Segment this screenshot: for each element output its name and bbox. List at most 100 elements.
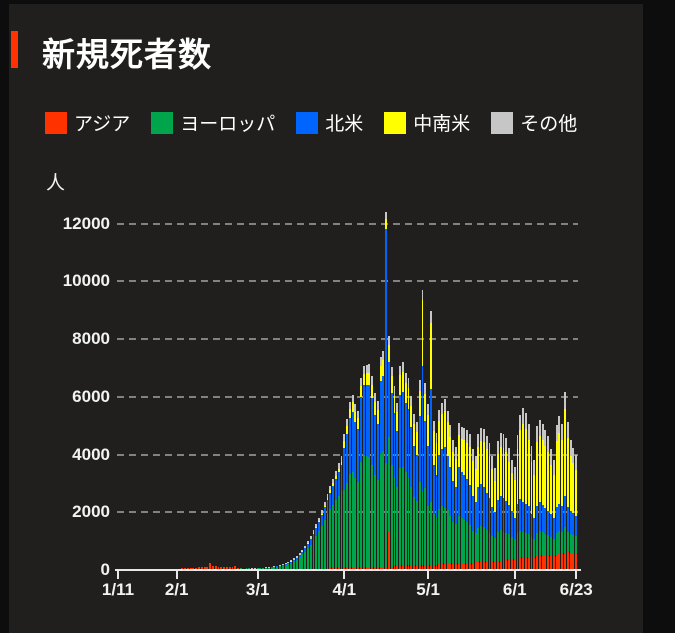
stacked-bar-4/19[interactable] (393, 386, 396, 570)
stacked-bar-5/8[interactable] (446, 410, 449, 570)
stacked-bar-5/1[interactable] (427, 404, 430, 570)
stacked-bar-4/9[interactable] (365, 364, 368, 570)
stacked-bar-4/26[interactable] (413, 413, 416, 570)
stacked-bar-6/15[interactable] (552, 460, 555, 570)
stacked-bar-6/5[interactable] (524, 412, 527, 570)
stacked-bar-3/16[interactable] (298, 553, 301, 570)
stacked-bar-3/18[interactable] (304, 545, 307, 570)
stacked-bar-5/9[interactable] (449, 424, 452, 570)
stacked-bar-5/22[interactable] (485, 435, 488, 570)
stacked-bar-2/18[interactable] (223, 566, 226, 570)
stacked-bar-6/10[interactable] (538, 419, 541, 570)
stacked-bar-2/10[interactable] (200, 567, 203, 570)
stacked-bar-5/3[interactable] (432, 421, 435, 570)
stacked-bar-5/6[interactable] (441, 402, 443, 570)
stacked-bar-4/15[interactable] (382, 351, 385, 570)
stacked-bar-5/15[interactable] (466, 430, 469, 570)
stacked-bar-5/24[interactable] (491, 455, 494, 570)
stacked-bar-2/9[interactable] (198, 567, 200, 570)
stacked-bar-5/21[interactable] (483, 428, 485, 570)
stacked-bar-5/17[interactable] (471, 448, 474, 570)
stacked-bar-2/21[interactable] (231, 567, 234, 570)
stacked-bar-4/22[interactable] (401, 361, 404, 570)
stacked-bar-4/7[interactable] (360, 378, 362, 570)
stacked-bar-5/12[interactable] (457, 422, 460, 570)
stacked-bar-5/18[interactable] (474, 455, 477, 570)
stacked-bar-4/20[interactable] (396, 402, 399, 570)
stacked-bar-6/23[interactable] (575, 455, 578, 570)
stacked-bar-5/14[interactable] (463, 427, 466, 570)
stacked-bar-4/11[interactable] (371, 376, 374, 570)
stacked-bar-4/21[interactable] (399, 365, 402, 570)
stacked-bar-5/19[interactable] (477, 433, 480, 570)
stacked-bar-4/4[interactable] (351, 395, 354, 570)
stacked-bar-2/23[interactable] (237, 567, 240, 570)
stacked-bar-4/6[interactable] (357, 410, 360, 570)
stacked-bar-6/11[interactable] (541, 423, 544, 570)
stacked-bar-4/16[interactable] (385, 211, 388, 570)
stacked-bar-6/6[interactable] (527, 423, 530, 570)
stacked-bar-5/7[interactable] (443, 399, 446, 570)
stacked-bar-2/15[interactable] (214, 565, 217, 570)
stacked-bar-6/17[interactable] (558, 416, 561, 570)
stacked-bar-4/18[interactable] (390, 366, 393, 570)
stacked-bar-5/31[interactable] (510, 459, 513, 570)
stacked-bar-6/2[interactable] (516, 434, 519, 570)
stacked-bar-4/1[interactable] (343, 434, 346, 570)
stacked-bar-3/29[interactable] (334, 471, 337, 570)
stacked-bar-4/23[interactable] (404, 372, 407, 570)
stacked-bar-6/19[interactable] (564, 391, 566, 570)
stacked-bar-2/17[interactable] (220, 567, 223, 570)
stacked-bar-5/11[interactable] (455, 447, 457, 570)
stacked-bar-3/20[interactable] (309, 536, 312, 570)
stacked-bar-2/19[interactable] (225, 566, 228, 570)
stacked-bar-5/10[interactable] (452, 440, 455, 570)
stacked-bar-6/12[interactable] (544, 429, 547, 570)
stacked-bar-4/24[interactable] (407, 377, 410, 570)
stacked-bar-4/3[interactable] (348, 402, 351, 570)
stacked-bar-6/13[interactable] (547, 435, 550, 570)
stacked-bar-3/19[interactable] (306, 541, 309, 570)
stacked-bar-3/17[interactable] (301, 549, 304, 570)
stacked-bar-4/25[interactable] (410, 395, 413, 570)
stacked-bar-3/28[interactable] (332, 478, 335, 570)
stacked-bar-5/27[interactable] (499, 432, 502, 570)
stacked-bar-4/8[interactable] (362, 365, 365, 570)
stacked-bar-5/28[interactable] (502, 433, 505, 570)
stacked-bar-2/6[interactable] (189, 567, 192, 570)
stacked-bar-6/20[interactable] (566, 421, 569, 570)
stacked-bar-6/21[interactable] (569, 440, 572, 570)
stacked-bar-5/4[interactable] (435, 432, 438, 570)
stacked-bar-3/21[interactable] (312, 530, 315, 570)
stacked-bar-4/13[interactable] (376, 400, 379, 570)
stacked-bar-3/22[interactable] (315, 524, 318, 570)
stacked-bar-2/13[interactable] (209, 562, 212, 570)
stacked-bar-2/22[interactable] (234, 565, 237, 570)
stacked-bar-4/28[interactable] (418, 380, 421, 570)
stacked-bar-2/14[interactable] (211, 565, 214, 570)
stacked-bar-3/25[interactable] (323, 502, 326, 570)
legend-item-1[interactable]: ヨーロッパ (151, 109, 275, 136)
stacked-bar-4/29[interactable] (421, 289, 424, 570)
stacked-bar-3/23[interactable] (318, 517, 321, 570)
stacked-bar-5/29[interactable] (505, 438, 508, 570)
stacked-bar-5/20[interactable] (480, 427, 483, 570)
stacked-bar-6/14[interactable] (550, 449, 552, 570)
stacked-bar-2/20[interactable] (228, 566, 231, 570)
stacked-bar-2/8[interactable] (195, 567, 198, 570)
stacked-bar-3/15[interactable] (295, 556, 298, 570)
stacked-bar-3/26[interactable] (326, 493, 329, 570)
stacked-bar-4/27[interactable] (415, 421, 418, 570)
stacked-bar-6/16[interactable] (555, 424, 558, 570)
stacked-bar-3/27[interactable] (329, 485, 332, 570)
stacked-bar-4/2[interactable] (346, 419, 348, 570)
stacked-bar-4/14[interactable] (379, 356, 382, 570)
stacked-bar-6/7[interactable] (530, 446, 533, 570)
stacked-bar-4/10[interactable] (368, 364, 371, 570)
stacked-bar-3/24[interactable] (320, 510, 323, 570)
stacked-bar-4/17[interactable] (388, 336, 390, 570)
legend-item-3[interactable]: 中南米 (384, 109, 470, 136)
stacked-bar-2/12[interactable] (206, 567, 209, 570)
stacked-bar-2/16[interactable] (217, 566, 220, 570)
stacked-bar-5/30[interactable] (508, 448, 511, 570)
